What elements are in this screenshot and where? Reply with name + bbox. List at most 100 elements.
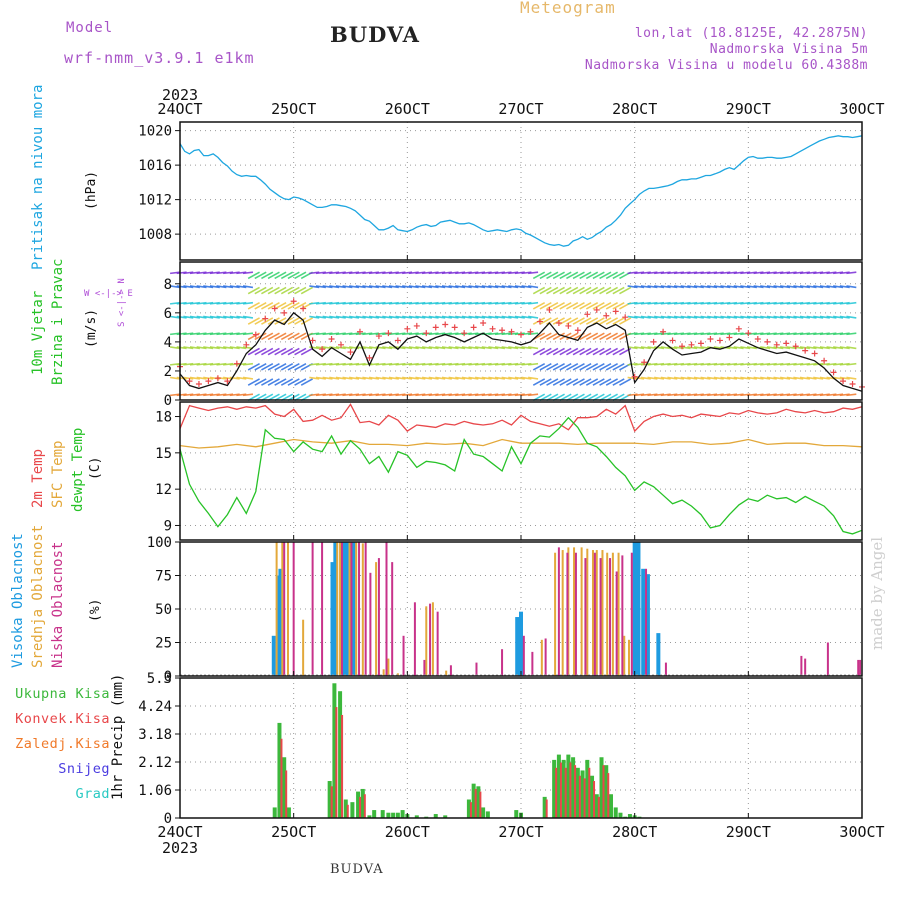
cloud-bar-cloud_low <box>574 552 577 676</box>
wind-gust-marker <box>669 337 676 344</box>
wind-arrow <box>216 315 227 319</box>
wind-arrow <box>780 315 791 319</box>
wind-arrow <box>315 346 326 350</box>
coords-label: lon,lat (18.8125E, 42.2875N) <box>634 26 868 41</box>
wind-arrow <box>605 301 619 310</box>
wind-arrow <box>254 378 267 386</box>
wind-arrow <box>766 285 777 289</box>
wind-arrow <box>415 315 426 319</box>
y-tick-label: 1020 <box>138 124 172 140</box>
cloud-bar-cloud_low <box>615 571 618 676</box>
wind-arrow <box>408 285 419 289</box>
wind-arrow <box>559 347 572 356</box>
wind-arrow <box>667 285 678 289</box>
wind-arrow <box>247 317 260 325</box>
wind-arrow <box>176 285 187 289</box>
wind-gust-marker <box>716 337 723 344</box>
wind-arrow <box>592 378 605 386</box>
data-layer <box>169 135 865 818</box>
precip-bar-precip_total <box>552 759 557 818</box>
wind-arrow <box>559 362 572 371</box>
wind-arrow <box>634 315 645 319</box>
precip-bar-precip_conv <box>602 765 605 818</box>
wind-arrow <box>552 301 565 310</box>
y-tick-label: 12 <box>155 482 172 498</box>
wind-arrow <box>280 362 294 371</box>
wind-arrow <box>640 285 651 289</box>
wind-arrow <box>528 346 539 350</box>
cloud-bar-cloud_low <box>544 638 547 676</box>
wind-gust-marker <box>745 330 752 337</box>
wind-arrow <box>474 315 486 319</box>
wind-arrow <box>693 315 704 319</box>
wind-arrow <box>455 376 466 380</box>
wind-arrow <box>627 346 638 350</box>
wind-gust-marker <box>792 343 799 350</box>
wind-arrow <box>474 285 486 289</box>
wind-arrow <box>388 285 399 289</box>
precip-bar-precip_total <box>282 757 287 818</box>
wind-gust-marker <box>821 357 828 364</box>
cloud-bar-cloud_mid <box>348 542 351 676</box>
wind-arrow <box>539 378 552 386</box>
wind-gust-marker <box>461 330 468 337</box>
cloud-bar-cloud_mid <box>445 670 448 676</box>
time-tick-bottom: 28OCT <box>612 823 657 841</box>
cloud-bar-cloud_mid <box>387 658 390 676</box>
wind-arrow <box>294 271 307 280</box>
wind-arrow <box>287 378 300 386</box>
wind-gust-marker <box>489 325 496 332</box>
year-label-top: 2023 <box>162 86 198 104</box>
precip-bar-precip_conv <box>346 804 349 818</box>
cloud-bar-cloud_mid <box>361 543 364 676</box>
wind-gust-marker <box>404 325 411 332</box>
wind-arrow <box>746 315 757 319</box>
precip-bar-precip_conv <box>564 767 567 818</box>
wind-arrow <box>585 378 599 386</box>
wind-gust-marker <box>688 341 695 348</box>
wind-arrow <box>329 315 340 319</box>
wind-arrow <box>335 285 346 289</box>
wind-arrow <box>559 378 572 386</box>
cloud-bar-cloud_mid <box>554 552 557 676</box>
precip-bar-precip_total <box>332 683 337 818</box>
cloud-bar-cloud_high <box>636 542 641 676</box>
wind-gust-marker <box>660 328 667 335</box>
wind-arrow <box>481 285 492 289</box>
precip-bar-precip_conv <box>359 796 362 818</box>
wind-arrow <box>455 346 466 350</box>
cloud-bar-cloud_mid <box>339 542 342 676</box>
wind-arrow <box>508 346 519 350</box>
cloud-bar-cloud_low <box>369 572 372 676</box>
wind-arrow <box>599 347 612 356</box>
wind-arrow <box>267 271 280 280</box>
cloud-bar-cloud_mid <box>302 619 305 676</box>
wind-gust-marker <box>546 306 553 313</box>
wind-arrow <box>362 285 373 289</box>
wind-arrow <box>448 376 459 380</box>
wind-arrow <box>528 315 539 319</box>
wind-arrow <box>839 285 850 289</box>
wind-arrow <box>819 285 830 289</box>
wind-arrow <box>559 301 572 310</box>
wind-arrow <box>740 315 751 319</box>
wind-arrow <box>579 271 592 280</box>
wind-arrow <box>335 376 346 380</box>
cloud-bar-cloud_mid <box>573 547 576 676</box>
wind-arrow <box>532 271 546 280</box>
wind-speed-line <box>179 311 863 392</box>
cloud-bar-cloud_low <box>593 552 596 676</box>
wind-arrow <box>395 346 406 350</box>
wind-arrow <box>402 285 413 289</box>
wind-arrow <box>329 376 340 380</box>
wind-arrow <box>585 286 599 295</box>
wind-arrow <box>833 315 844 319</box>
wind-arrow <box>793 315 804 319</box>
precip-bar-precip_conv <box>545 799 548 818</box>
wind-gust-marker <box>499 327 506 334</box>
wind-arrow <box>474 346 486 350</box>
y-tick-label: 5.3 <box>147 671 172 687</box>
wind-arrow <box>236 285 247 289</box>
cloud-bar-cloud_mid <box>336 542 339 676</box>
wind-gust-marker <box>574 327 581 334</box>
